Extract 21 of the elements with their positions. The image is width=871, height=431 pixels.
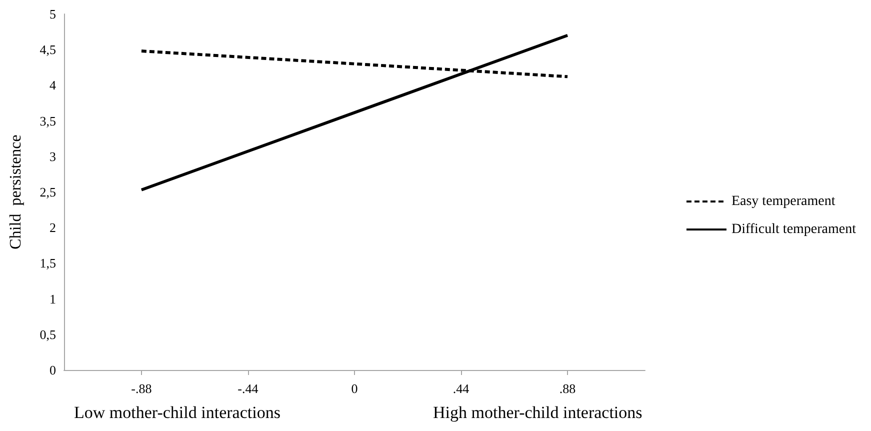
y-tick-label: 4 (50, 78, 56, 93)
y-tick-label: 4,5 (40, 42, 56, 58)
y-tick-label: 3 (50, 148, 56, 164)
y-tick-label: 1,5 (40, 256, 56, 271)
y-tick-label: 5 (50, 6, 56, 22)
y-tick-label: 0 (50, 362, 56, 378)
y-tick-label: 2 (50, 220, 56, 236)
x-tick-label: .44 (452, 381, 470, 396)
y-tick-label: 2,5 (40, 184, 56, 200)
x-tick-label: -.88 (131, 381, 152, 396)
legend-label: Difficult temperament (731, 222, 856, 237)
text: Low mother-child interactions (74, 403, 280, 422)
y-tick-label: 0,5 (40, 326, 56, 342)
text: High mother-child interactions (433, 403, 642, 422)
y-tick-label: 3,5 (40, 113, 56, 128)
x-tick-label: -.44 (238, 381, 259, 396)
y-axis-title: Child persistence (8, 134, 24, 250)
x-tick-label: 0 (351, 381, 358, 396)
x-tick-label: .88 (559, 381, 576, 396)
y-tick-label: 1 (50, 291, 56, 306)
legend-label: Easy temperament (731, 194, 836, 209)
